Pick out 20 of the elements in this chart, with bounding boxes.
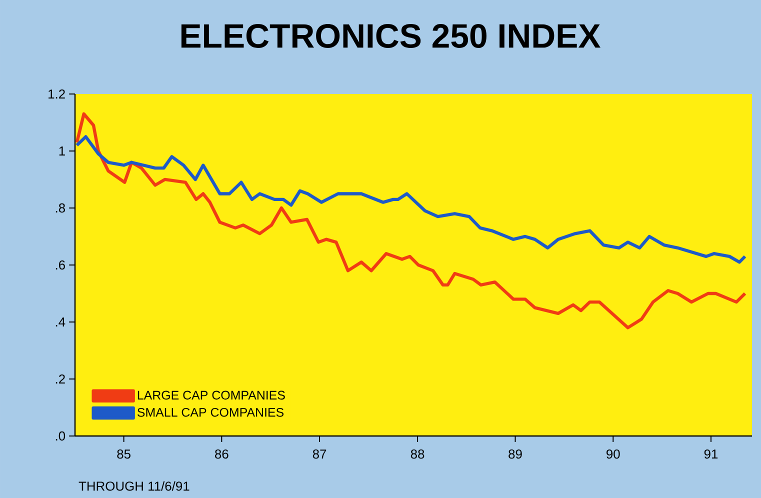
x-tick-label: 85 xyxy=(117,449,130,459)
y-tick-label: .0 xyxy=(56,431,66,441)
line-series xyxy=(75,112,747,330)
x-tick-label: 87 xyxy=(312,449,326,459)
x-tick-label: 91 xyxy=(704,449,718,459)
y-tick-label: .8 xyxy=(56,203,65,213)
legend-label: SMALL CAP COMPANIES xyxy=(137,408,284,417)
y-tick-label: .4 xyxy=(56,318,66,326)
x-tick-label: 86 xyxy=(215,449,228,459)
y-tick-label: 1 xyxy=(59,146,65,156)
chart-title: ELECTRONICS 250 INDEX xyxy=(181,24,600,48)
x-tick-label: 88 xyxy=(410,449,424,459)
y-tick-label: .6 xyxy=(56,260,65,270)
y-tick-label: .2 xyxy=(56,374,65,384)
line-series xyxy=(75,135,747,264)
text: THROUGH 11/6/91 xyxy=(78,481,190,491)
y-tick-label: 1.2 xyxy=(48,89,65,99)
legend-label: LARGE CAP COMPANIES xyxy=(138,390,285,400)
x-tick-label: 90 xyxy=(606,449,620,459)
x-tick-label: 89 xyxy=(508,449,522,459)
